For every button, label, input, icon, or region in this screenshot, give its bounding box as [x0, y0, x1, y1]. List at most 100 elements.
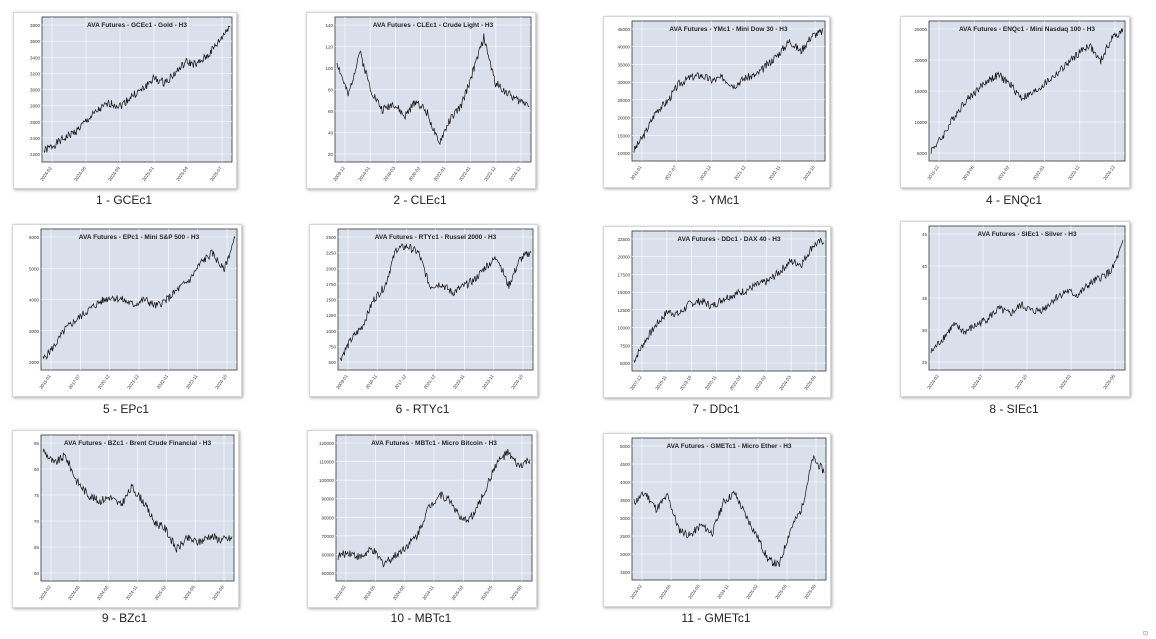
x-tick-label: 2024-09: [107, 165, 121, 182]
x-tick-label: 2025-05: [803, 374, 817, 391]
chart-thumbnail[interactable]: 3800 3600 3400 3200 3000 2800 2600 2400 2200 2024…: [13, 12, 237, 189]
y-tick-label: 30000: [617, 80, 630, 85]
x-tick-label: 2025-02: [451, 584, 465, 601]
x-tick-label: 2024-12: [508, 165, 522, 182]
chart-title: AVA Futures - EPc1 - Mini S&P 500 - H3: [79, 234, 200, 241]
price-series-line: [42, 235, 236, 360]
chart-title: AVA Futures - SIEc1 - Silver - H3: [977, 231, 1077, 238]
chart-image: 45000 40000 35000 30000 25000 20000 15000 10000…: [617, 20, 826, 181]
x-tick-label: 2021-12: [423, 373, 437, 390]
x-tick-label: 2024-11: [421, 584, 435, 601]
y-tick-label: 6000: [29, 235, 40, 240]
price-series-line: [43, 25, 231, 154]
y-tick-label: 3600: [30, 39, 41, 44]
chart-thumbnail[interactable]: 140 120 100 80 60 40 20 2009-12 2014-01 2016-03 20…: [306, 12, 536, 189]
y-tick-label: 3000: [29, 329, 40, 334]
chart-thumbnail[interactable]: 25000 20000 15000 10000 5000 2011-12 2019-06 20…: [900, 16, 1130, 188]
x-tick-label: 2025-05: [774, 583, 788, 600]
y-tick-label: 60: [328, 109, 334, 114]
y-tick-label: 40: [922, 264, 928, 269]
chart-title: AVA Futures - CLEc1 - Crude Light - H3: [373, 22, 494, 29]
chart-thumbnail[interactable]: 5000 4500 4000 3500 3000 2500 2000 1500 2024-02 2…: [603, 433, 831, 607]
x-tick-label: 2016-03: [383, 165, 397, 182]
y-tick-label: 1000: [326, 329, 337, 334]
y-tick-label: 20000: [914, 58, 927, 63]
chart-thumbnail[interactable]: 120000 110000 100000 90000 80000 70000 60000 50…: [307, 430, 537, 608]
file-caption[interactable]: 2 - CLEc1: [393, 193, 447, 207]
y-tick-label: 2200: [30, 152, 41, 157]
x-tick-label: 2024-07: [970, 373, 984, 390]
y-tick-label: 1500: [326, 298, 337, 303]
chart-thumbnail[interactable]: 85 80 75 70 65 60 2024-02 2024-05 2024-08 2024-11…: [12, 430, 239, 608]
y-tick-label: 25000: [617, 98, 630, 103]
x-tick-label: 2014-01: [357, 165, 371, 182]
x-tick-label: 2024-11: [125, 584, 139, 601]
x-tick-label: 2024-08: [96, 584, 110, 601]
chart-thumbnail[interactable]: 2500 2250 2000 1750 1500 1250 1000 750 500 2009-0…: [309, 224, 538, 397]
chart-title: AVA Futures - GCEc1 - Gold - H3: [87, 22, 187, 29]
chart-image: 5000 4500 4000 3500 3000 2500 2000 1500 2024-02 2…: [620, 437, 827, 600]
x-tick-label: 2025-05: [182, 584, 196, 601]
chart-image: 120000 110000 100000 90000 80000 70000 60000 50…: [319, 434, 533, 601]
x-tick-label: 2020-02: [408, 165, 422, 182]
y-tick-label: 15000: [617, 290, 630, 295]
file-caption[interactable]: 5 - EPc1: [102, 402, 150, 416]
x-tick-label: 2022-11: [156, 373, 170, 390]
plot-area: [631, 230, 827, 372]
file-caption[interactable]: 10 - MBTc1: [390, 611, 452, 625]
file-caption[interactable]: 7 - DDc1: [692, 402, 740, 416]
y-tick-label: 25: [922, 360, 928, 365]
x-tick-label: 2024-08: [392, 584, 406, 601]
y-tick-label: 70: [34, 519, 40, 524]
x-tick-label: 2021-02: [997, 164, 1011, 181]
file-caption[interactable]: 4 - ENQc1: [985, 193, 1042, 207]
x-tick-label: 2025-08: [803, 583, 817, 600]
y-tick-label: 2000: [29, 360, 40, 365]
file-caption[interactable]: 8 - SIEc1: [989, 402, 1039, 416]
y-tick-label: 2600: [30, 120, 41, 125]
chart-thumbnail[interactable]: 22500 20000 17500 15000 12500 10000 7500 5000 20…: [603, 226, 831, 398]
x-tick-label: 2024-03: [778, 374, 792, 391]
y-tick-label: 25000: [914, 27, 927, 32]
x-tick-label: 2009-12: [332, 165, 346, 182]
x-tick-label: 2025-07: [209, 165, 223, 182]
chart-thumbnail[interactable]: 45000 40000 35000 30000 25000 20000 15000 10000…: [603, 16, 830, 188]
price-series-line: [633, 455, 825, 567]
chart-thumbnail[interactable]: 45 40 35 30 25 2024-02 2024-07 2024-10 2025-02 20…: [900, 221, 1130, 397]
file-caption[interactable]: 11 - GMETc1: [681, 611, 751, 625]
plot-area: [631, 20, 826, 162]
chart-thumbnail[interactable]: 6000 5000 4000 3000 2000 2011-01 2017-07 2020-1…: [12, 224, 242, 397]
y-tick-label: 2500: [326, 235, 337, 240]
y-tick-label: 100: [325, 66, 333, 71]
x-tick-label: 2023-12: [483, 165, 497, 182]
y-tick-label: 3800: [30, 23, 41, 28]
file-caption[interactable]: 9 - BZc1: [101, 611, 148, 625]
x-tick-label: 2007-12: [629, 374, 643, 391]
y-tick-label: 1500: [620, 570, 631, 575]
y-tick-label: 80: [328, 88, 334, 93]
y-tick-label: 3200: [30, 71, 41, 76]
chart-image: 2500 2250 2000 1750 1500 1250 1000 750 500 2009-0…: [326, 228, 534, 390]
x-tick-label: 2025-01: [141, 165, 155, 182]
file-caption[interactable]: 6 - RTYc1: [395, 402, 450, 416]
x-tick-label: 2025-08: [211, 584, 225, 601]
x-tick-label: 2020-12: [698, 164, 712, 181]
y-tick-label: 45000: [617, 27, 630, 32]
x-tick-label: 2021-12: [733, 164, 747, 181]
file-caption[interactable]: 3 - YMc1: [691, 193, 740, 207]
y-tick-label: 5000: [620, 444, 631, 449]
y-tick-label: 2000: [326, 266, 337, 271]
y-tick-label: 80000: [321, 515, 334, 520]
y-tick-label: 5000: [917, 151, 928, 156]
x-tick-label: 2025-02: [745, 583, 759, 600]
file-caption[interactable]: 1 - GCEc1: [95, 193, 152, 207]
x-tick-label: 2023-12: [1067, 164, 1081, 181]
price-series-line: [42, 448, 233, 553]
chart-image: 6000 5000 4000 3000 2000 2011-01 2017-07 2020-1…: [29, 228, 238, 390]
x-tick-label: 2024-02: [39, 165, 53, 182]
x-tick-label: 2025-04: [175, 165, 189, 182]
x-tick-label: 2011-01: [629, 164, 643, 181]
chart-image: 45 40 35 30 25 2024-02 2024-07 2024-10 2025-02 20…: [922, 225, 1126, 390]
y-tick-label: 40000: [617, 45, 630, 50]
y-tick-label: 3000: [30, 88, 41, 93]
